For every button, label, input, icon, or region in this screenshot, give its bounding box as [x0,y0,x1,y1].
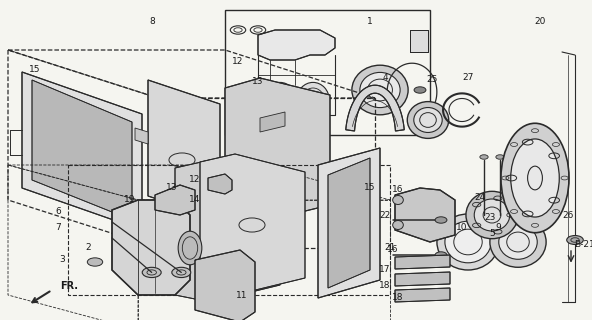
Polygon shape [328,158,370,288]
Polygon shape [410,30,428,52]
Polygon shape [225,78,330,222]
Polygon shape [135,128,148,144]
Circle shape [87,258,102,266]
Ellipse shape [498,225,538,259]
Polygon shape [155,185,195,215]
Ellipse shape [178,231,202,265]
Ellipse shape [392,196,403,204]
Polygon shape [346,85,404,131]
Circle shape [567,236,583,244]
Text: 11: 11 [236,291,247,300]
Text: 12: 12 [189,175,201,185]
Ellipse shape [414,108,442,132]
Circle shape [414,87,426,93]
Text: 7: 7 [55,223,61,233]
Polygon shape [395,188,455,242]
Text: 18: 18 [392,293,404,302]
Ellipse shape [466,191,518,239]
Text: 14: 14 [189,196,201,204]
Ellipse shape [352,65,408,115]
Circle shape [172,267,191,277]
Text: 3: 3 [59,255,65,265]
Polygon shape [395,272,450,286]
Polygon shape [200,154,305,295]
Polygon shape [208,174,232,194]
Ellipse shape [407,101,449,138]
Polygon shape [112,200,190,295]
Text: 19: 19 [124,196,136,204]
Text: 17: 17 [379,266,391,275]
Text: FR.: FR. [60,281,78,291]
Circle shape [142,267,161,277]
Polygon shape [395,288,450,302]
Polygon shape [318,148,380,298]
Circle shape [435,217,447,223]
Text: B-21: B-21 [574,240,592,249]
Ellipse shape [445,221,491,263]
Text: 24: 24 [474,194,485,203]
Text: 2: 2 [85,244,91,252]
Text: 21: 21 [384,244,395,252]
Text: 23: 23 [484,213,496,222]
Text: 26: 26 [562,211,574,220]
Text: 22: 22 [379,211,391,220]
Text: 1: 1 [367,18,373,27]
Ellipse shape [437,214,499,270]
Text: 27: 27 [462,74,474,83]
Text: 8: 8 [149,18,155,27]
Ellipse shape [392,220,403,229]
Polygon shape [22,72,142,230]
Polygon shape [195,250,255,320]
Polygon shape [395,255,450,269]
Ellipse shape [263,82,296,117]
Ellipse shape [297,82,329,117]
Text: 16: 16 [392,186,404,195]
Ellipse shape [360,72,400,108]
Text: 9: 9 [495,223,501,233]
Text: 4: 4 [382,74,388,83]
Ellipse shape [511,139,559,217]
Ellipse shape [501,123,569,233]
Polygon shape [32,80,132,220]
Text: 5: 5 [489,229,495,238]
Ellipse shape [490,217,546,267]
Polygon shape [148,80,220,220]
Text: 12: 12 [232,58,244,67]
Text: 10: 10 [456,223,468,233]
Polygon shape [258,30,335,60]
Circle shape [435,252,447,258]
Polygon shape [260,112,285,132]
Text: 15: 15 [364,183,376,193]
Circle shape [480,155,488,159]
Text: 13: 13 [252,77,264,86]
Circle shape [496,155,504,159]
Text: 6: 6 [55,207,61,217]
Text: 15: 15 [29,66,41,75]
Text: 25: 25 [426,76,437,84]
Text: 16: 16 [387,245,399,254]
Text: 18: 18 [379,281,391,290]
Text: 20: 20 [535,18,546,27]
Polygon shape [175,160,280,302]
Text: 13: 13 [166,183,178,193]
Ellipse shape [474,199,510,231]
